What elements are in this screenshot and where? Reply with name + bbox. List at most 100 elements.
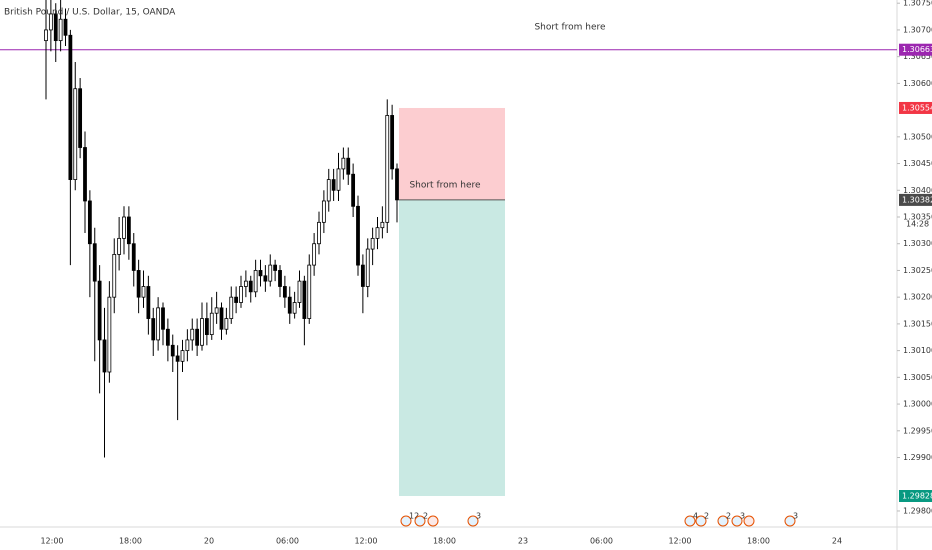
y-tick-label: 1.30500	[903, 132, 932, 141]
y-tick-label: 1.30750	[903, 0, 932, 8]
candle-body	[321, 200, 326, 223]
candle-body	[136, 270, 141, 298]
y-tick-label: 1.30300	[903, 239, 932, 248]
target-price-label: 1.29828	[902, 492, 932, 501]
candle-body	[351, 173, 356, 207]
y-tick-label: 1.30000	[903, 400, 932, 409]
stop-zone	[399, 107, 505, 200]
event-icon	[731, 515, 743, 527]
target-price-label-bg	[899, 490, 932, 502]
candle-body	[317, 221, 321, 245]
candle-body	[287, 296, 292, 314]
candle-body	[243, 280, 248, 287]
annotation: Short from here	[534, 23, 606, 33]
candle-body	[107, 296, 112, 373]
candle-body	[302, 280, 307, 319]
event-icon	[743, 515, 755, 527]
candle-body	[165, 328, 170, 346]
event-count: 3	[793, 512, 798, 521]
x-tick-label: 12:00	[354, 537, 377, 546]
event-icon	[414, 515, 426, 527]
stop-price-label-bg	[899, 101, 932, 114]
y-tick-label: 1.30600	[903, 79, 932, 88]
x-tick-label: 18:00	[119, 537, 142, 546]
y-tick-label: 1.30200	[903, 293, 932, 302]
candle-body	[97, 280, 102, 341]
candle-body	[341, 157, 346, 170]
y-tick-label: 1.30700	[903, 25, 932, 34]
candle-body	[297, 280, 302, 303]
candle-body	[370, 237, 375, 250]
event-count: 2	[423, 512, 428, 521]
candle-body	[73, 88, 78, 180]
candle-body	[268, 264, 273, 282]
hline-price-label: 1.30663	[902, 45, 932, 54]
x-tick-label: 24	[832, 537, 842, 546]
event-count: 2	[704, 512, 709, 521]
candle-body	[190, 328, 195, 341]
x-tick-label: 06:00	[590, 537, 613, 546]
entry-price-label-bg	[899, 193, 932, 206]
event-count: 2	[726, 512, 731, 521]
candle-body	[248, 280, 253, 293]
candle-body	[146, 286, 151, 319]
candle-body	[390, 115, 395, 170]
candle-body	[273, 264, 278, 271]
x-tick-label: 18:00	[747, 537, 770, 546]
candle-body	[156, 307, 161, 341]
candle-body	[92, 243, 97, 282]
y-tick-label: 1.30050	[903, 373, 932, 382]
candle-body	[336, 168, 341, 191]
candle-body	[170, 344, 175, 357]
target-zone	[399, 199, 505, 496]
candle-body	[44, 29, 48, 42]
y-tick-label: 1.30350	[903, 213, 932, 222]
candle-body	[365, 248, 370, 287]
candle-body	[380, 221, 385, 229]
x-tick-label: 12:00	[668, 537, 691, 546]
chart-title: British Pound / U.S. Dollar, 15, OANDA	[4, 8, 176, 18]
candle-body	[253, 270, 258, 293]
candle-body	[209, 312, 214, 335]
candle-body	[229, 296, 234, 319]
candle-body	[204, 318, 209, 335]
candle-body	[117, 237, 122, 255]
y-tick-label: 1.29800	[903, 506, 932, 515]
candle-body	[68, 34, 73, 180]
y-tick-label: 1.29900	[903, 453, 932, 462]
y-tick-label: 1.29950	[903, 426, 932, 435]
candle-body	[331, 179, 336, 191]
candle-body	[312, 243, 317, 266]
candle-body	[102, 339, 107, 373]
event-count: 12	[409, 512, 419, 521]
candle-body	[395, 168, 399, 201]
plot-area	[0, 0, 897, 496]
x-tick-label: 12:00	[40, 537, 63, 546]
candle-body	[292, 302, 297, 314]
candle-body	[307, 264, 312, 319]
countdown: 14:28	[906, 219, 929, 228]
event-icon	[684, 515, 696, 527]
candle-body	[278, 270, 282, 287]
candle-body	[141, 286, 146, 298]
event-icon	[717, 515, 729, 527]
event-icon	[467, 515, 479, 527]
x-tick-label: 23	[518, 537, 528, 546]
candle-body	[48, 13, 53, 31]
candle-body	[356, 205, 360, 266]
candle-body	[224, 318, 229, 330]
candle-body	[282, 286, 287, 298]
candle-body	[58, 18, 63, 42]
event-icon	[400, 515, 412, 527]
candle-body	[161, 307, 165, 330]
candle-body	[151, 318, 156, 341]
candle-body	[175, 355, 180, 362]
candle-body	[112, 254, 117, 298]
event-count: 3	[740, 512, 745, 521]
entry-price-label: 1.30382	[902, 195, 932, 204]
candle-body	[234, 296, 239, 303]
x-tick-label: 20	[204, 537, 214, 546]
y-tick-label: 1.30250	[903, 266, 932, 275]
